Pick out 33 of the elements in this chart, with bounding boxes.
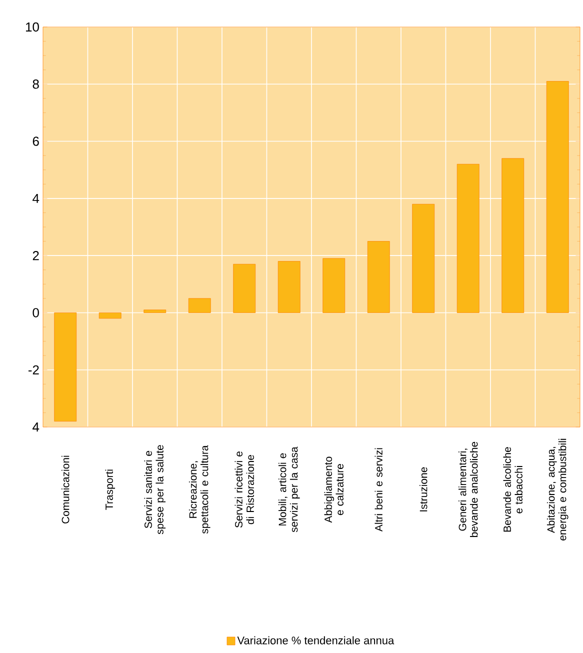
y-tick-label: 4 (32, 194, 40, 203)
bar (54, 312, 77, 422)
bar (98, 312, 122, 319)
x-tick-label: Abitazione, acqua, energia e combustibili (546, 438, 568, 540)
x-tick-label: Trasporti (105, 470, 116, 510)
x-tick-label: Mobili, articoli e servizi per la casa (278, 446, 300, 532)
x-tick-label: Istruzione (420, 467, 428, 512)
y-tick-label: 0 (32, 308, 39, 318)
x-tick-label: Abbigliamento e calzature (324, 456, 344, 523)
bar (144, 310, 166, 313)
y-tick-label: 10 (26, 22, 39, 32)
x-tick-label: Comunicazioni (62, 456, 70, 524)
bar (188, 298, 211, 313)
legend-label: Variazione % tendenziale annua (237, 636, 394, 644)
x-tick-label: Servizi sanitari e spese per la salute (144, 445, 166, 534)
x-tick-label: Altri beni e servizi (374, 448, 382, 532)
y-tick-label: 4 (32, 422, 40, 432)
y-tick-label: 6 (32, 136, 39, 146)
y-tick-label: 8 (32, 80, 39, 89)
y-tick-label: -2 (28, 365, 39, 374)
bar (546, 81, 569, 313)
bar (278, 261, 300, 313)
bar (456, 164, 480, 313)
x-tick-label: Bevande alcoliche e tabacchi (503, 447, 522, 532)
bar (233, 264, 256, 313)
bar (322, 258, 346, 313)
bar (367, 241, 390, 313)
bar (502, 158, 524, 313)
x-tick-label: Servizi ricettivi e di Ristorazione (234, 452, 254, 528)
x-tick-label: Generi alimentari, bevande analcoliche (458, 442, 478, 538)
bar (412, 204, 435, 313)
y-tick-label: 2 (32, 251, 39, 260)
x-tick-label: Ricreazione, spettacoli e cultura (188, 445, 210, 534)
